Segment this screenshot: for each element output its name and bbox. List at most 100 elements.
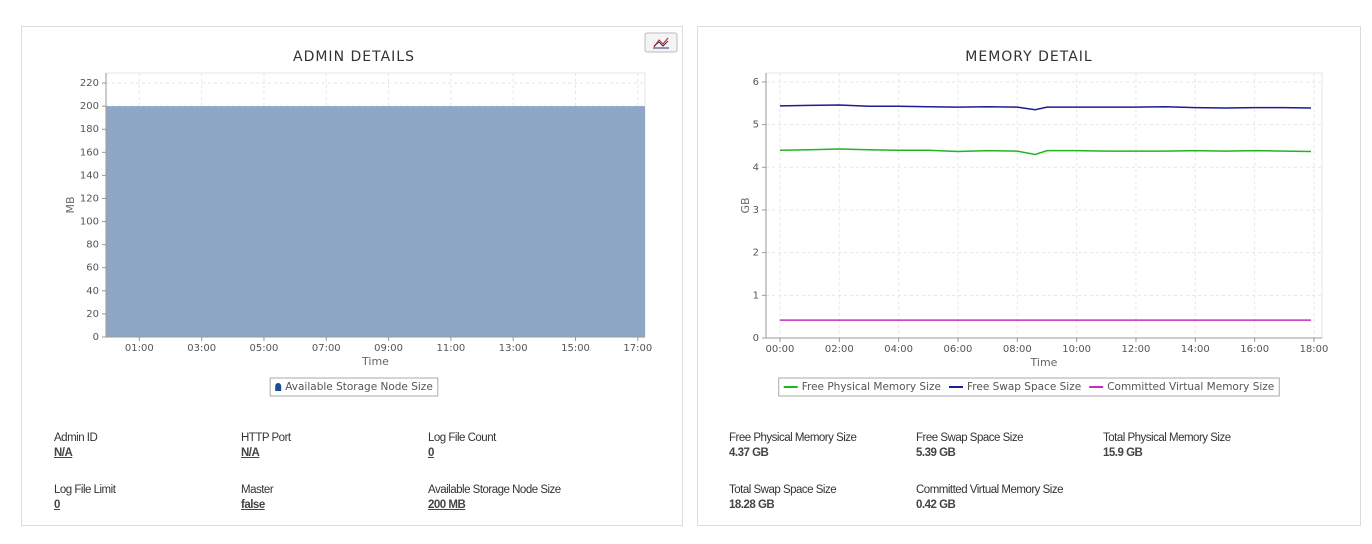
legend-label[interactable]: Free Swap Space Size <box>967 381 1081 393</box>
detail-label: Free Physical Memory Size <box>729 432 857 444</box>
detail-label: Free Swap Space Size <box>916 432 1023 444</box>
x-tick-label: 08:00 <box>1003 344 1032 355</box>
x-tick-label: 01:00 <box>125 343 154 354</box>
detail-label: Total Physical Memory Size <box>1103 432 1231 444</box>
x-tick-label: 16:00 <box>1240 344 1269 355</box>
detail-value[interactable]: 0 <box>428 447 434 459</box>
x-axis-title: Time <box>361 355 389 368</box>
y-axis-title: GB <box>739 197 752 213</box>
detail-item: Total Swap Space Size 18.28 GB <box>729 484 837 511</box>
detail-item: Total Physical Memory Size 15.9 GB <box>1103 432 1231 459</box>
chart-title: ADMIN DETAILS <box>293 49 415 65</box>
x-tick-label: 17:00 <box>623 343 652 354</box>
chart-type-button[interactable] <box>644 32 678 53</box>
detail-item: Master false <box>241 484 274 511</box>
y-tick-label: 220 <box>80 78 99 89</box>
line <box>779 148 1312 156</box>
legend-label[interactable]: Available Storage Node Size <box>285 381 433 393</box>
detail-item: Free Swap Space Size 5.39 GB <box>916 432 1023 459</box>
detail-item: Admin ID N/A <box>54 432 98 459</box>
y-tick-label: 180 <box>80 124 99 135</box>
detail-value[interactable]: 200 MB <box>428 499 466 511</box>
detail-label: Master <box>241 484 274 496</box>
detail-value: 0.42 GB <box>916 499 956 511</box>
detail-item: Committed Virtual Memory Size 0.42 GB <box>916 484 1063 511</box>
admin-chart: ADMIN DETAILS 0 20 40 60 80 100 120 140 160 180 200… <box>64 32 678 397</box>
x-tick-label: 13:00 <box>499 343 528 354</box>
x-tick-label: 06:00 <box>944 344 973 355</box>
detail-item: Log File Limit 0 <box>54 484 116 511</box>
y-tick-label: 4 <box>753 162 759 173</box>
detail-value: 15.9 GB <box>1103 447 1143 459</box>
memory-panel: MEMORY DETAIL 0 1 2 3 4 5 6 00:00 02:00 04:00 06:00… <box>697 26 1361 526</box>
detail-label: HTTP Port <box>241 432 291 444</box>
y-tick-label: 20 <box>86 309 99 320</box>
x-tick-label: 09:00 <box>374 343 403 354</box>
y-tick-label: 100 <box>80 217 99 228</box>
y-tick-label: 2 <box>753 248 759 259</box>
y-axis-title: MB <box>64 196 77 213</box>
y-tick-label: 5 <box>753 120 759 131</box>
y-tick-label: 140 <box>80 170 99 181</box>
detail-item: Free Physical Memory Size 4.37 GB <box>729 432 857 459</box>
x-tick-label: 04:00 <box>884 344 913 355</box>
detail-label: Log File Limit <box>54 484 116 496</box>
detail-item: Log File Count 0 <box>428 432 496 459</box>
chart-title: MEMORY DETAIL <box>965 49 1092 65</box>
y-tick-label: 60 <box>86 263 99 274</box>
x-tick-label: 18:00 <box>1300 344 1329 355</box>
y-tick-label: 80 <box>86 240 99 251</box>
x-tick-label: 07:00 <box>312 343 341 354</box>
x-tick-label: 11:00 <box>436 343 465 354</box>
legend-item[interactable]: Free Swap Space Size <box>948 381 1081 393</box>
y-tick-label: 3 <box>753 205 759 216</box>
x-tick-label: 03:00 <box>187 343 216 354</box>
detail-label: Committed Virtual Memory Size <box>916 484 1063 496</box>
memory-chart: MEMORY DETAIL 0 1 2 3 4 5 6 00:00 02:00 04:00 06:00… <box>739 49 1329 397</box>
detail-item: HTTP Port N/A <box>241 432 291 459</box>
y-tick-label: 200 <box>80 101 99 112</box>
legend-item[interactable]: Committed Virtual Memory Size <box>1089 381 1274 393</box>
detail-value[interactable]: N/A <box>241 447 260 459</box>
y-tick-label: 0 <box>753 333 759 344</box>
line <box>779 104 1312 111</box>
legend-label[interactable]: Free Physical Memory Size <box>802 381 941 393</box>
x-tick-label: 14:00 <box>1181 344 1210 355</box>
detail-label: Total Swap Space Size <box>729 484 837 496</box>
detail-value: 5.39 GB <box>916 447 956 459</box>
detail-value: 4.37 GB <box>729 447 769 459</box>
y-tick-label: 120 <box>80 193 99 204</box>
detail-item: Available Storage Node Size 200 MB <box>428 484 561 511</box>
area <box>106 106 645 337</box>
legend-frame <box>778 377 1280 397</box>
detail-label: Log File Count <box>428 432 496 444</box>
y-tick-label: 1 <box>753 290 759 301</box>
legend-label[interactable]: Committed Virtual Memory Size <box>1107 381 1274 393</box>
detail-label: Available Storage Node Size <box>428 484 561 496</box>
x-tick-label: 00:00 <box>766 344 795 355</box>
detail-value[interactable]: N/A <box>54 447 73 459</box>
legend-marker[interactable] <box>275 383 282 391</box>
detail-value[interactable]: 0 <box>54 499 60 511</box>
legend: Free Physical Memory Size Free Swap Space… <box>783 381 1274 393</box>
y-tick-label: 160 <box>80 147 99 158</box>
x-tick-label: 05:00 <box>250 343 279 354</box>
detail-value: 18.28 GB <box>729 499 775 511</box>
x-tick-label: 02:00 <box>825 344 854 355</box>
x-tick-label: 10:00 <box>1062 344 1091 355</box>
x-tick-label: 15:00 <box>561 343 590 354</box>
legend-item[interactable]: Available Storage Node Size <box>275 381 433 393</box>
y-tick-label: 0 <box>93 332 99 343</box>
admin-panel: ADMIN DETAILS 0 20 40 60 80 100 120 140 160 180 200… <box>21 26 683 526</box>
legend-frame <box>269 377 439 397</box>
plot-area <box>765 72 1323 339</box>
button-icon <box>653 40 669 49</box>
y-tick-label: 6 <box>753 77 759 88</box>
detail-value[interactable]: false <box>241 499 265 511</box>
legend-item[interactable]: Free Physical Memory Size <box>783 381 941 393</box>
detail-label: Admin ID <box>54 432 98 444</box>
legend: Available Storage Node Size <box>275 381 433 393</box>
y-tick-label: 40 <box>86 286 99 297</box>
x-axis-title: Time <box>1030 356 1058 369</box>
